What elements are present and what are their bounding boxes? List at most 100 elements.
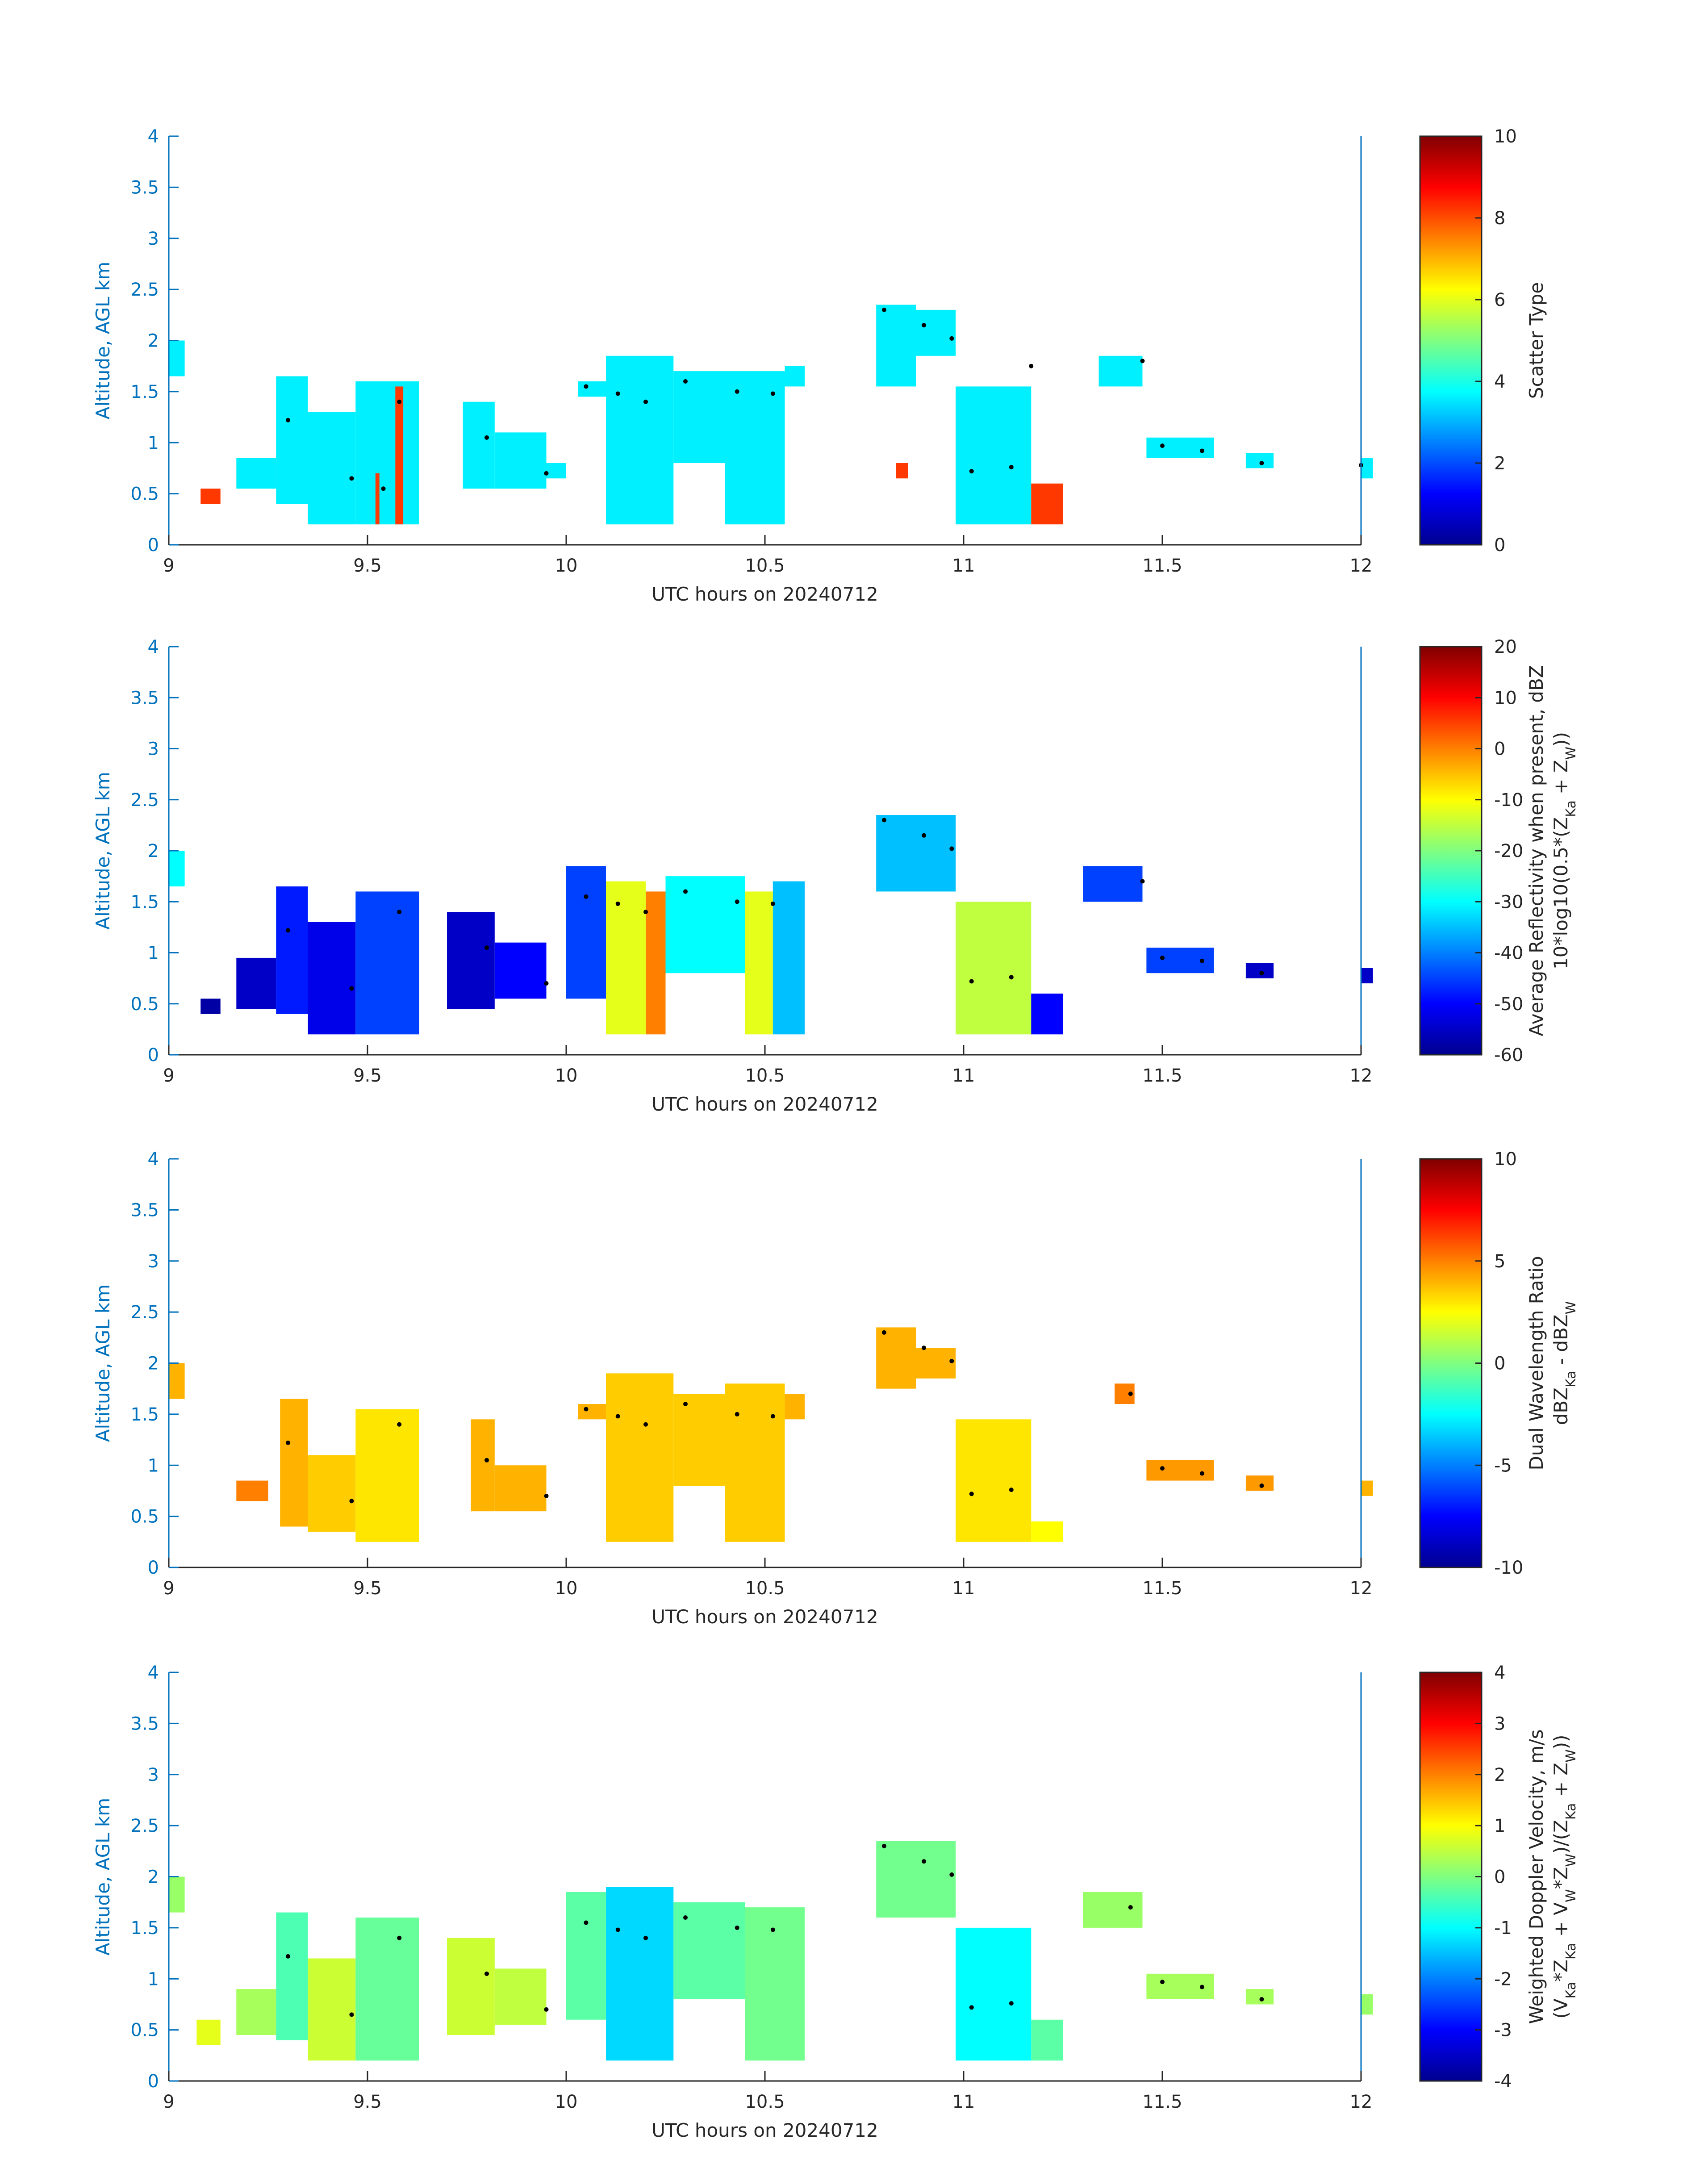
colorbar-tick-label: -60 xyxy=(1494,1045,1523,1066)
data-cell xyxy=(1098,355,1143,387)
data-cell xyxy=(276,886,308,1014)
marker-dot xyxy=(544,981,549,986)
x-tick-label: 10 xyxy=(555,1066,578,1086)
y-tick-label: 0 xyxy=(148,1045,159,1066)
data-cell xyxy=(916,1348,956,1379)
data-cell xyxy=(494,1968,547,2025)
marker-dot xyxy=(969,2005,974,2010)
data-cell xyxy=(665,876,745,974)
data-cell xyxy=(471,1419,495,1512)
marker-dot xyxy=(584,1920,589,1925)
x-tick-label: 9.5 xyxy=(353,2092,382,2112)
data-cell xyxy=(606,355,674,525)
marker-dot xyxy=(770,391,775,396)
colorbar-tick-label: -1 xyxy=(1494,1918,1512,1939)
y-axis-label: Altitude, AGL km xyxy=(92,1284,114,1442)
colorbar-tick-label: 5 xyxy=(1494,1251,1505,1272)
colorbar-tick-label: 8 xyxy=(1494,208,1505,229)
data-cell xyxy=(355,381,419,525)
data-cell xyxy=(916,309,956,356)
data-cell xyxy=(1083,1892,1143,1928)
marker-dot xyxy=(1200,1985,1204,1989)
marker-dot xyxy=(683,1402,688,1406)
marker-dot xyxy=(735,899,739,904)
data-cell xyxy=(196,2019,221,2045)
x-tick-label: 12 xyxy=(1350,1578,1373,1599)
data-cell xyxy=(745,1907,805,2061)
data-cell xyxy=(606,881,646,1035)
data-cell xyxy=(578,1404,606,1420)
data-cell xyxy=(673,1394,725,1486)
data-cell xyxy=(1245,963,1274,978)
marker-dot xyxy=(286,418,290,422)
colorbar xyxy=(1419,1158,1482,1568)
marker-dot xyxy=(349,986,354,991)
marker-dot xyxy=(922,323,926,328)
x-tick-label: 11 xyxy=(952,1578,975,1599)
marker-dot xyxy=(1160,955,1165,960)
marker-dot xyxy=(544,1493,549,1498)
marker-dot xyxy=(286,928,290,933)
y-tick-label: 4 xyxy=(148,637,159,657)
data-cell xyxy=(169,340,185,376)
colorbar-tick-label: -10 xyxy=(1494,790,1523,811)
y-tick-label: 4 xyxy=(148,126,159,147)
data-cell xyxy=(1245,1989,1274,2005)
colorbar-tick-label: -3 xyxy=(1494,2020,1512,2041)
marker-dot xyxy=(1160,443,1165,448)
marker-dot xyxy=(735,1925,739,1930)
y-tick-label: 3.5 xyxy=(130,1713,159,1734)
colorbar-tick-label: -10 xyxy=(1494,1558,1523,1578)
marker-dot xyxy=(770,1414,775,1419)
colorbar-sublabel: dBZKa - dBZW xyxy=(1550,1301,1579,1425)
marker-dot xyxy=(1259,1483,1264,1488)
marker-dot xyxy=(349,476,354,481)
colorbar-label: Dual Wavelength Ratio xyxy=(1525,1256,1547,1470)
data-cell xyxy=(169,1876,185,1913)
colorbar xyxy=(1419,135,1482,546)
colorbar-tick-label: 4 xyxy=(1494,1663,1505,1683)
y-tick-label: 2 xyxy=(148,841,159,861)
marker-dot xyxy=(615,1414,620,1419)
marker-dot xyxy=(683,379,688,384)
marker-dot xyxy=(615,901,620,906)
marker-dot xyxy=(643,399,648,404)
marker-dot xyxy=(949,846,954,851)
colorbar-tick-label: 10 xyxy=(1494,126,1517,147)
y-tick-label: 0.5 xyxy=(130,2020,159,2041)
y-tick-label: 0 xyxy=(148,1558,159,1578)
marker-dot xyxy=(770,1927,775,1932)
data-cell xyxy=(447,1938,495,2035)
data-cell xyxy=(578,381,606,397)
marker-dot xyxy=(615,1927,620,1932)
y-tick-label: 3.5 xyxy=(130,1200,159,1220)
y-tick-label: 4 xyxy=(148,1149,159,1170)
marker-dot xyxy=(1029,364,1034,368)
data-cell xyxy=(236,458,276,489)
data-cell xyxy=(785,1394,805,1420)
data-cell xyxy=(956,1419,1031,1542)
marker-dot xyxy=(683,1915,688,1920)
data-cell xyxy=(773,881,805,1035)
data-cell xyxy=(355,1409,419,1542)
colorbar xyxy=(1419,646,1482,1056)
marker-dot xyxy=(922,1345,926,1350)
x-tick-label: 10.5 xyxy=(745,1066,785,1086)
marker-dot xyxy=(969,1492,974,1496)
marker-dot xyxy=(643,1935,648,1940)
marker-dot xyxy=(484,1458,489,1462)
colorbar-tick-label: -20 xyxy=(1494,841,1523,861)
marker-dot xyxy=(1259,971,1264,976)
colorbar-tick-label: 10 xyxy=(1494,688,1517,708)
marker-dot xyxy=(949,336,954,341)
data-cell xyxy=(956,1927,1031,2061)
colorbar-tick-label: 4 xyxy=(1494,372,1505,392)
y-tick-label: 2 xyxy=(148,331,159,351)
colorbar-tick-label: 2 xyxy=(1494,453,1505,474)
data-cell xyxy=(646,891,666,1035)
y-tick-label: 3 xyxy=(148,1765,159,1785)
marker-dot xyxy=(922,1859,926,1864)
colorbar-tick-label: 0 xyxy=(1494,1867,1505,1888)
y-tick-label: 1.5 xyxy=(130,382,159,402)
y-axis-label: Altitude, AGL km xyxy=(92,772,114,929)
